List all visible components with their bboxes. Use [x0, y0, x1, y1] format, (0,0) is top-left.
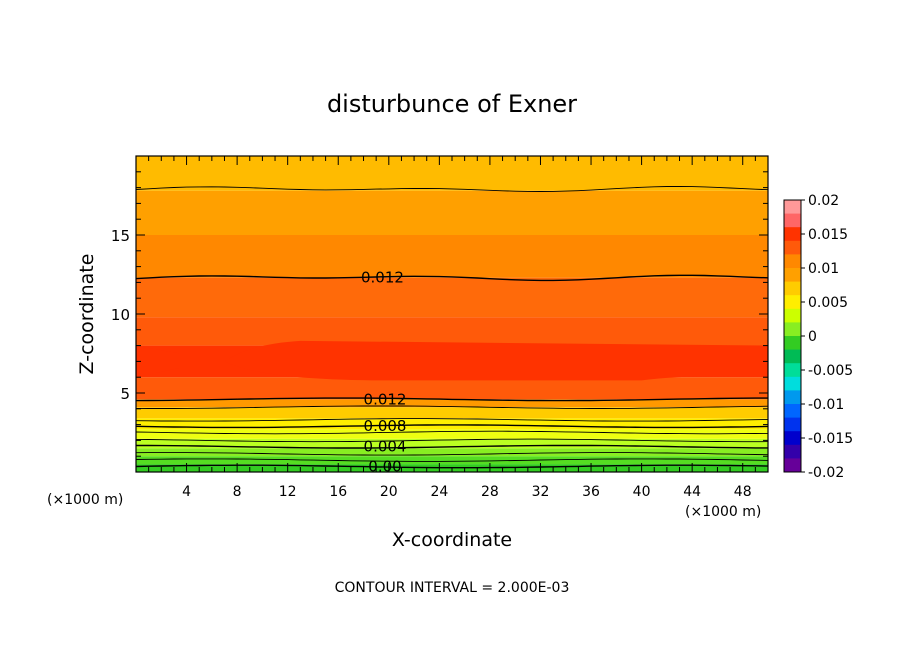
contour-label: 0.004 — [364, 438, 407, 456]
contour-line — [135, 397, 768, 402]
colorbar-label: 0.01 — [808, 261, 839, 277]
x-tick-label: 20 — [380, 484, 398, 500]
contour-line — [135, 438, 769, 443]
y-tick-label: 5 — [120, 385, 130, 403]
y-axis-label: Z-coordinate — [76, 254, 98, 375]
x-tick-label: 40 — [633, 484, 651, 500]
x-tick-label: 44 — [683, 484, 701, 500]
colorbar-label: 0.015 — [808, 227, 848, 243]
contour-band — [136, 277, 768, 318]
max-core — [136, 340, 769, 381]
colorbar-swatch — [784, 376, 801, 391]
colorbar-label: -0.005 — [808, 363, 853, 379]
colorbar-label: 0 — [808, 329, 817, 345]
contour-band — [136, 156, 768, 191]
colorbar-swatch — [784, 200, 801, 215]
contour-line — [135, 418, 769, 422]
core-lobe-left — [136, 345, 186, 378]
colorbar-swatch — [784, 295, 801, 310]
contour-labels: 0.000.004 0.008 0.012 0.012 — [361, 269, 407, 476]
x-unit-right: (×1000 m) — [685, 504, 761, 520]
x-tick-label: 8 — [233, 484, 242, 500]
colorbar-swatch — [784, 227, 801, 242]
colorbar-swatch — [784, 240, 801, 255]
contour-line — [135, 430, 769, 435]
core-lobe-main — [224, 340, 769, 381]
colorbar-swatch — [784, 444, 801, 459]
colorbar-swatch — [784, 336, 801, 351]
contour-band — [136, 235, 768, 278]
colorbar-swatch — [784, 322, 801, 337]
contour-band — [136, 456, 768, 465]
contour-line — [135, 458, 769, 462]
colorbar-swatch — [784, 349, 801, 364]
y-axis: 5 10 15 — [111, 171, 768, 457]
colorbar-label: 0.02 — [808, 193, 839, 209]
colorbar-swatch — [784, 268, 801, 283]
contour-label: 0.012 — [364, 390, 407, 408]
x-tick-label: 24 — [430, 484, 448, 500]
x-tick-label: 32 — [532, 484, 550, 500]
contour-band — [136, 399, 768, 408]
colorbar-swatch — [784, 458, 801, 473]
contour-band — [136, 438, 768, 449]
contour-band — [136, 317, 768, 346]
x-tick-label: 12 — [279, 484, 297, 500]
x-axis-label: X-coordinate — [392, 529, 512, 551]
colorbar-label: -0.02 — [808, 465, 844, 481]
chart-title: disturbunce of Exner — [327, 90, 577, 118]
contour-band — [136, 407, 768, 419]
contour-line — [135, 185, 769, 192]
contour-fill — [136, 156, 768, 472]
contour-band — [136, 418, 768, 430]
x-tick-label: 28 — [481, 484, 499, 500]
colorbar-swatch — [784, 431, 801, 446]
contour-band — [136, 448, 768, 457]
x-tick-label: 4 — [182, 484, 191, 500]
y-tick-label: 10 — [111, 306, 130, 324]
colorbar — [784, 200, 801, 473]
x-axis: 4 8 12 16 20 24 28 32 36 40 44 48 — [148, 156, 756, 500]
x-unit-left: (×1000 m) — [47, 492, 123, 508]
colorbar-swatch — [784, 281, 801, 296]
x-tick-label: 16 — [329, 484, 347, 500]
colorbar-swatch — [784, 213, 801, 228]
colorbar-label: -0.015 — [808, 431, 853, 447]
x-tick-label: 36 — [582, 484, 600, 500]
contour-line — [135, 424, 769, 429]
contour-label: 0.012 — [361, 269, 404, 287]
colorbar-swatch — [784, 404, 801, 419]
contour-label: 0.00 — [368, 457, 401, 475]
contour-band — [136, 190, 768, 235]
colorbar-label: -0.01 — [808, 397, 844, 413]
colorbar-swatch — [784, 363, 801, 378]
contour-line — [136, 444, 768, 449]
footer-contour-interval: CONTOUR INTERVAL = 2.000E-03 — [335, 580, 570, 596]
contour-line — [135, 274, 769, 282]
contour-line — [135, 452, 769, 456]
colorbar-swatch — [784, 390, 801, 405]
colorbar-labels: 0.02 0.015 0.01 0.005 0 -0.005 -0.01 -0.015 -0.0… — [801, 193, 853, 481]
colorbar-swatch — [784, 308, 801, 323]
colorbar-label: 0.005 — [808, 295, 848, 311]
colorbar-swatch — [784, 417, 801, 432]
y-tick-label: 15 — [111, 227, 130, 245]
x-tick-label: 48 — [734, 484, 752, 500]
contour-band — [136, 377, 768, 400]
contour-line — [135, 405, 769, 409]
contour-lines — [135, 185, 769, 469]
contour-label: 0.008 — [364, 417, 407, 435]
colorbar-swatch — [784, 254, 801, 269]
contour-band — [136, 429, 768, 439]
